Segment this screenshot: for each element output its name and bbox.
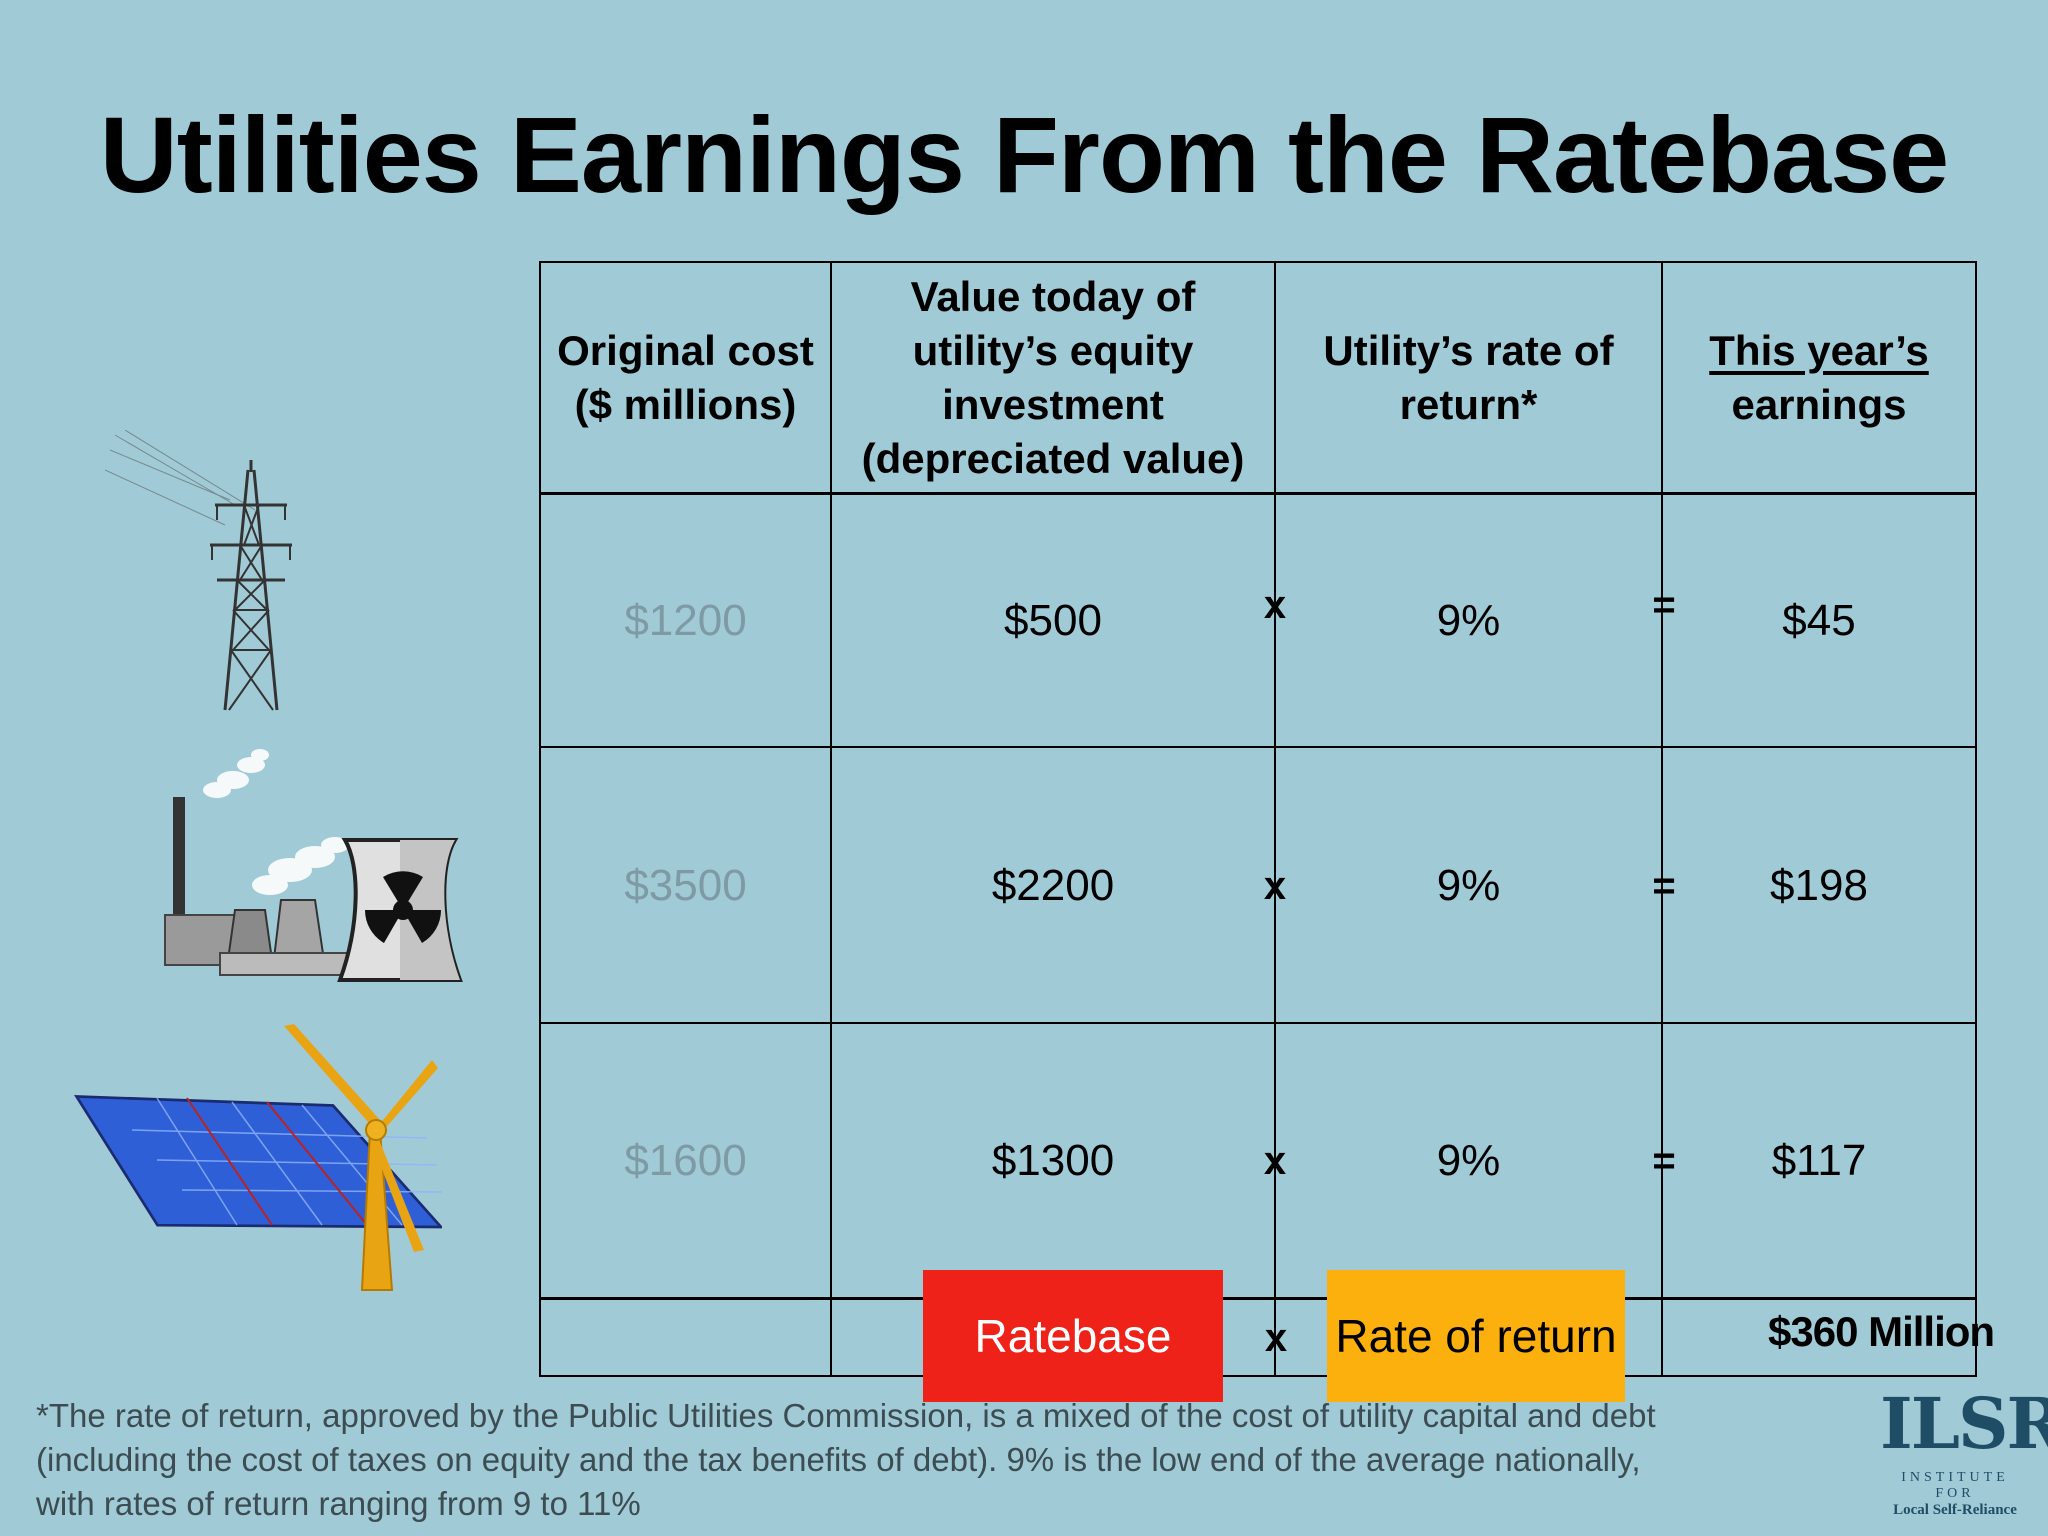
header-line: This year’s [1709,326,1929,374]
ratebase-box: Ratebase [923,1270,1223,1402]
ilsr-logo: ILSR INSTITUTE FOR Local Self-Reliance [1880,1382,2048,1519]
table-row-divider [540,746,1977,748]
row2-original-cost: $3500 [624,861,747,910]
header-rate-of-return: Utility’s rate of return* [1276,263,1661,492]
row3-multiply-sign: x [1263,1139,1287,1183]
transmission-tower-icon [105,430,292,711]
row2-equals-sign: = [1652,864,1676,908]
table-summary-divider [540,1297,1977,1300]
row3-earnings: $117 [1771,1136,1867,1185]
row1-multiply-sign: x [1263,583,1287,627]
row2-multiply-sign: x [1263,864,1287,908]
header-line: earnings [1731,380,1907,428]
row1-equals-sign: = [1652,583,1676,627]
row1-value-today: $500 [1004,596,1102,645]
header-line: Original cost [557,326,814,374]
header-line: return* [1399,380,1538,428]
header-line: investment [942,380,1164,428]
header-line: Utility’s rate of [1323,326,1614,374]
header-line: (depreciated value) [861,434,1245,482]
footnote-line: (including the cost of taxes on equity a… [36,1441,1641,1478]
page-title: Utilities Earnings From the Ratebase [99,94,1949,215]
rate-of-return-box: Rate of return [1327,1270,1625,1402]
row3-original-cost: $1600 [624,1136,747,1185]
logo-line-1: INSTITUTE FOR [1901,1470,2009,1501]
header-line: ($ millions) [574,380,797,428]
table-border-right [1975,261,1977,1377]
total-earnings: $360 Million [1768,1308,1995,1355]
footnote-line: *The rate of return, approved by the Pub… [36,1397,1656,1434]
header-earnings: This year’s earnings [1663,263,1975,492]
summary-multiply-sign: x [1264,1316,1288,1360]
table-row-divider [540,1022,1977,1024]
row1-rate: 9% [1436,596,1501,645]
row3-rate: 9% [1436,1136,1501,1185]
row3-value-today: $1300 [991,1136,1115,1185]
logo-line-2: Local Self-Reliance [1893,1502,2017,1518]
row2-value-today: $2200 [991,861,1115,910]
table-border-bottom [540,1375,1977,1377]
solar-wind-icon [73,1024,442,1291]
table-header-divider [540,492,1977,495]
row2-earnings: $198 [1770,861,1868,910]
logo-mark: ILSR [1880,1382,2048,1465]
header-original-cost: Original cost ($ millions) [541,263,830,492]
header-line: utility’s equity [912,326,1194,374]
row2-rate: 9% [1436,861,1501,910]
power-plant-icon [164,749,463,982]
row1-original-cost: $1200 [624,596,747,645]
header-line: Value today of [910,272,1196,320]
footnote-line: with rates of return ranging from 9 to 1… [36,1485,641,1522]
header-value-today: Value today of utility’s equity investme… [832,263,1274,492]
row3-equals-sign: = [1652,1139,1676,1183]
footnote: *The rate of return, approved by the Pub… [36,1394,1856,1526]
row1-earnings: $45 [1782,596,1856,645]
